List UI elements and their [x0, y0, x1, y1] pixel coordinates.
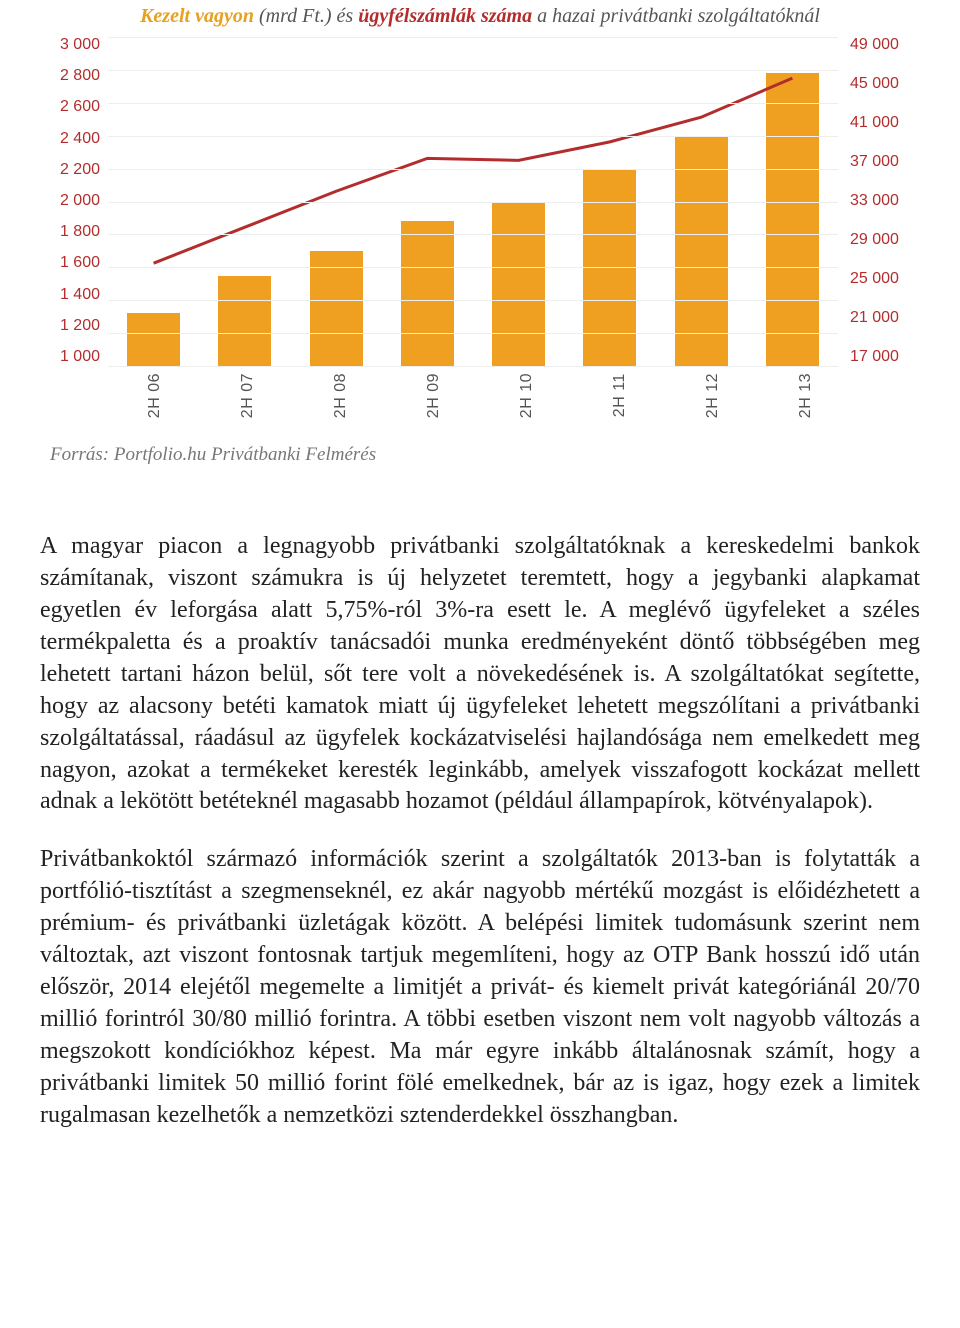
x-label: 2H 12 [704, 373, 722, 422]
bar [675, 136, 728, 366]
y-left-tick: 2 000 [40, 193, 100, 209]
bar [766, 73, 819, 366]
paragraph-2: Privátbankoktól származó információk sze… [40, 844, 920, 1131]
y-right-tick: 29 000 [850, 232, 920, 248]
x-label: 2H 11 [611, 373, 629, 422]
y-axis-right: 49 000 45 000 41 000 37 000 33 000 29 000 25 0… [838, 37, 920, 367]
title-red: ügyfélszámlák száma [358, 5, 532, 27]
title-grey1: (mrd Ft.) [254, 5, 337, 27]
bar [401, 221, 454, 366]
x-label: 2H 07 [239, 373, 257, 422]
y-left-tick: 1 400 [40, 287, 100, 303]
chart-container: Kezelt vagyon (mrd Ft.) és ügyfélszámlák… [0, 3, 960, 476]
y-axis-left: 3 000 2 800 2 600 2 400 2 200 2 000 1 800 1 600… [40, 37, 108, 367]
y-left-tick: 2 600 [40, 99, 100, 115]
bar [218, 276, 271, 366]
x-label: 2H 06 [146, 373, 164, 422]
gridline [108, 169, 838, 170]
body-text: A magyar piacon a legnagyobb privátbanki… [0, 476, 960, 1187]
chart-title: Kezelt vagyon (mrd Ft.) és ügyfélszámlák… [40, 3, 920, 29]
gridline [108, 267, 838, 268]
x-axis-labels: 2H 06 2H 07 2H 08 2H 09 2H 10 2H 11 2H 12 2H 13 [108, 373, 852, 422]
title-orange: Kezelt vagyon [140, 5, 254, 27]
y-right-tick: 45 000 [850, 76, 920, 92]
chart-plot-area: 3 000 2 800 2 600 2 400 2 200 2 000 1 800 1 600… [40, 37, 920, 367]
y-left-tick: 1 000 [40, 349, 100, 365]
y-right-tick: 25 000 [850, 271, 920, 287]
y-left-tick: 2 400 [40, 131, 100, 147]
y-left-tick: 1 200 [40, 318, 100, 334]
gridline [108, 202, 838, 203]
gridline [108, 70, 838, 71]
x-label: 2H 08 [332, 373, 350, 422]
y-left-tick: 1 600 [40, 255, 100, 271]
y-right-tick: 21 000 [850, 310, 920, 326]
y-left-tick: 2 800 [40, 68, 100, 84]
y-right-tick: 33 000 [850, 193, 920, 209]
paragraph-1: A magyar piacon a legnagyobb privátbanki… [40, 531, 920, 818]
y-right-tick: 49 000 [850, 37, 920, 53]
y-right-tick: 41 000 [850, 115, 920, 131]
bar [492, 202, 545, 367]
y-right-tick: 17 000 [850, 349, 920, 365]
y-left-tick: 1 800 [40, 224, 100, 240]
x-label: 2H 10 [518, 373, 536, 422]
gridline [108, 37, 838, 38]
gridline [108, 300, 838, 301]
title-grey2: és [337, 5, 359, 27]
x-label: 2H 13 [797, 373, 815, 422]
y-left-tick: 3 000 [40, 37, 100, 53]
chart-source: Forrás: Portfolio.hu Privátbanki Felméré… [50, 444, 920, 466]
x-label: 2H 09 [425, 373, 443, 422]
gridline [108, 136, 838, 137]
bar [127, 313, 180, 366]
title-grey3: a hazai privátbanki szolgáltatóknál [532, 5, 820, 27]
gridline [108, 234, 838, 235]
gridline [108, 366, 838, 367]
gridline [108, 103, 838, 104]
y-left-tick: 2 200 [40, 162, 100, 178]
plot-region [108, 37, 838, 367]
y-right-tick: 37 000 [850, 154, 920, 170]
gridline [108, 333, 838, 334]
